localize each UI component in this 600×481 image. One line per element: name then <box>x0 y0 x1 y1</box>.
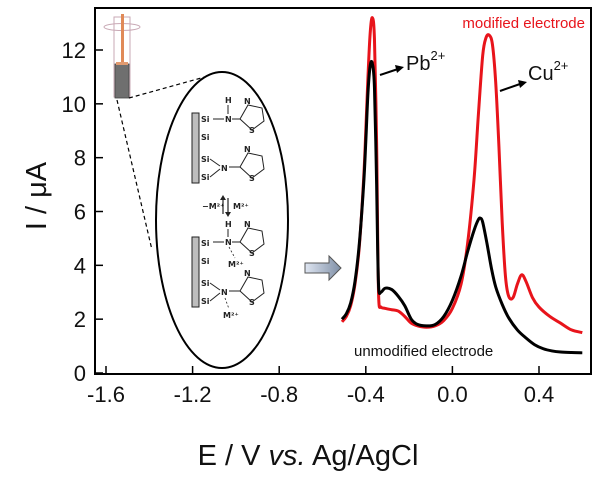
metal-ion-label: M²⁺ <box>228 260 244 269</box>
thiazole-n-label: N <box>244 220 251 229</box>
y-tick-label: 12 <box>62 38 86 63</box>
schematic-ellipse <box>155 71 289 369</box>
series-line-unmodified-electrode <box>340 59 583 355</box>
x-tick-label: -0.4 <box>347 382 385 407</box>
x-tick-label: -0.8 <box>260 382 298 407</box>
equilibrium-release-label: −M²⁺ <box>202 202 224 211</box>
thiazole-s-label: S <box>249 126 255 135</box>
thiazole-s-label: S <box>249 249 255 258</box>
equilibrium-bind-label: M²⁺ <box>233 202 249 211</box>
annotation-cu: Cu2+ <box>499 58 568 92</box>
silica-surface-lower <box>191 236 200 308</box>
x-axis: -1.6 -1.2 -0.8 -0.4 0.0 0.4 <box>87 366 554 407</box>
si-label: Si <box>201 173 210 182</box>
legend-modified-electrode: modified electrode <box>462 15 585 32</box>
thiazole-ring <box>239 227 265 254</box>
arrow-head-icon <box>518 80 527 88</box>
x-tick-label: 0.4 <box>524 382 555 407</box>
annotation-arrow-cu <box>499 83 521 92</box>
arrow-head-icon <box>395 65 404 73</box>
right-arrow-icon <box>304 254 342 282</box>
series-line-modified-electrode <box>340 16 583 335</box>
thiazole-s-label: S <box>249 174 255 183</box>
thiazole-s-label: S <box>249 298 255 307</box>
si-label: Si <box>201 239 210 248</box>
annotation-label-pb: Pb2+ <box>406 48 445 75</box>
si-label: Si <box>201 115 210 124</box>
legend-unmodified-electrode: unmodified electrode <box>354 343 493 360</box>
si-label: Si <box>201 155 210 164</box>
si-label: Si <box>201 279 210 288</box>
thiazole-ring <box>239 276 265 303</box>
y-tick-label: 6 <box>74 200 86 225</box>
h-label: H <box>225 96 232 105</box>
y-tick-label: 10 <box>62 92 86 117</box>
n-label: N <box>221 288 228 297</box>
thiazole-ring <box>239 104 265 131</box>
x-tick-label: 0.0 <box>437 382 468 407</box>
h-label: H <box>225 220 232 229</box>
y-tick-label: 8 <box>74 146 86 171</box>
silica-surface-upper <box>191 112 200 184</box>
metal-ion-label: M²⁺ <box>223 311 239 320</box>
thiazole-n-label: N <box>244 269 251 278</box>
si-label: Si <box>201 133 210 142</box>
electrode-icon <box>103 14 141 99</box>
x-tick-label: -1.2 <box>174 382 212 407</box>
thiazole-ring <box>239 152 265 179</box>
n-label: N <box>225 238 232 247</box>
plot-frame <box>94 7 592 375</box>
y-tick-label: 4 <box>74 253 86 278</box>
annotation-arrow-pb <box>379 68 399 76</box>
series-layer <box>340 16 583 355</box>
thiazole-n-label: N <box>244 97 251 106</box>
y-tick-label: 0 <box>74 361 86 386</box>
n-label: N <box>225 115 232 124</box>
thiazole-n-label: N <box>244 145 251 154</box>
x-axis-title: E / V vs. Ag/AgCl <box>198 440 419 472</box>
annotation-pb: Pb2+ <box>379 48 445 76</box>
si-label: Si <box>201 257 210 266</box>
y-axis-title: I / μA <box>21 161 53 230</box>
si-label: Si <box>201 297 210 306</box>
y-axis: 0 2 4 6 8 10 12 <box>62 38 103 386</box>
x-tick-label: -1.6 <box>87 382 125 407</box>
n-label: N <box>221 164 228 173</box>
zoom-guide-line-lower <box>116 99 153 251</box>
y-tick-label: 2 <box>74 307 86 332</box>
surface-chemistry-schematic: Si Si Si Si N H N S N N S −M²⁺ M²⁺ Si Si… <box>155 71 289 369</box>
annotation-label-cu: Cu2+ <box>528 58 568 85</box>
zoom-guide-line-upper <box>128 74 213 99</box>
